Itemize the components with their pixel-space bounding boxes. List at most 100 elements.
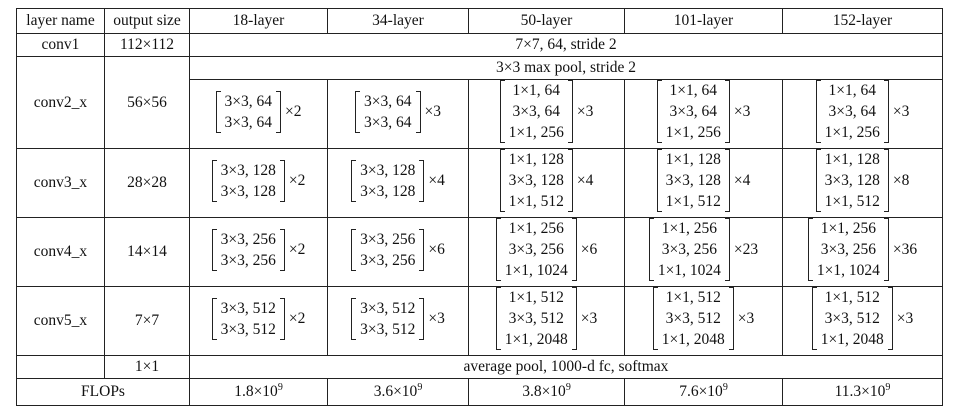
left-bracket xyxy=(807,218,813,281)
bracket-matrix: 1×1, 128 3×3, 128 1×1, 512 xyxy=(499,149,573,212)
left-bracket xyxy=(652,287,658,350)
block-multiplier: ×23 xyxy=(733,240,759,258)
bracket-matrix: 3×3, 128 3×3, 128 xyxy=(211,159,285,202)
block-line: 3×3, 64 xyxy=(669,103,718,120)
block-line: 1×1, 1024 xyxy=(504,262,568,279)
block-cell: 1×1, 256 3×3, 256 1×1, 1024 ×23 xyxy=(624,217,783,287)
bracket-matrix: 1×1, 256 3×3, 256 1×1, 1024 xyxy=(648,218,730,281)
block-cell: 3×3, 64 3×3, 64 ×2 xyxy=(189,79,328,149)
block-line: 1×1, 256 xyxy=(665,124,721,141)
final-desc: average pool, 1000-d fc, softmax xyxy=(189,355,943,379)
block-line: 3×3, 512 xyxy=(360,320,416,338)
flops-exponent: 9 xyxy=(417,381,423,393)
flops-value: 3.6×109 xyxy=(327,378,469,406)
conv1-size: 112×112 xyxy=(104,33,190,57)
block-line: 1×1, 1024 xyxy=(816,262,880,279)
block-line: 3×3, 256 xyxy=(360,230,416,248)
block-line: 3×3, 512 xyxy=(665,310,721,327)
bracket-matrix: 3×3, 256 3×3, 256 xyxy=(351,228,425,271)
bracket-matrix: 1×1, 256 3×3, 256 1×1, 1024 xyxy=(495,218,577,281)
left-bracket xyxy=(815,80,821,143)
right-bracket xyxy=(567,149,573,212)
bracket-matrix: 3×3, 64 3×3, 64 xyxy=(215,90,281,133)
header-output-size: output size xyxy=(104,8,190,34)
right-bracket xyxy=(571,218,577,281)
right-bracket xyxy=(571,287,577,350)
block-group: 1×1, 64 3×3, 64 1×1, 256 ×3 xyxy=(815,80,910,143)
block-line: 3×3, 64 xyxy=(828,103,877,120)
block-line: 1×1, 512 xyxy=(508,193,564,210)
block-group: 3×3, 64 3×3, 64 ×3 xyxy=(355,90,441,133)
block-line: 1×1, 128 xyxy=(508,151,564,168)
header-50-layer: 50-layer xyxy=(468,8,625,34)
block-line: 3×3, 128 xyxy=(220,182,276,200)
block-multiplier: ×3 xyxy=(580,309,598,327)
block-cell: 1×1, 64 3×3, 64 1×1, 256 ×3 xyxy=(468,79,625,149)
flops-exponent: 9 xyxy=(722,381,728,393)
block-cell: 1×1, 128 3×3, 128 1×1, 512 ×4 xyxy=(624,148,783,218)
stage-size: 56×56 xyxy=(104,56,190,149)
right-bracket xyxy=(279,159,285,202)
block-line: 3×3, 512 xyxy=(220,320,276,338)
block-group: 3×3, 128 3×3, 128 ×2 xyxy=(211,159,305,202)
right-bracket xyxy=(276,90,281,133)
block-cell: 3×3, 128 3×3, 128 ×2 xyxy=(189,148,328,218)
block-cell: 3×3, 64 3×3, 64 ×3 xyxy=(327,79,469,149)
block-line: 1×1, 64 xyxy=(669,82,718,99)
flops-value: 3.8×109 xyxy=(468,378,625,406)
block-multiplier: ×3 xyxy=(737,309,755,327)
flops-mantissa: 3.8×10 xyxy=(522,383,566,400)
flops-mantissa: 1.8×10 xyxy=(234,383,278,400)
right-bracket xyxy=(279,228,285,271)
right-bracket xyxy=(724,80,730,143)
block-group: 3×3, 128 3×3, 128 ×4 xyxy=(351,159,445,202)
stage-size: 28×28 xyxy=(104,148,190,218)
header-101-layer: 101-layer xyxy=(624,8,783,34)
block-multiplier: ×3 xyxy=(896,309,914,327)
stage-name: conv3_x xyxy=(16,148,105,218)
header-layer-name: layer name xyxy=(16,8,105,34)
block-group: 1×1, 128 3×3, 128 1×1, 512 ×8 xyxy=(815,149,909,212)
block-lines: 1×1, 512 3×3, 512 1×1, 2048 xyxy=(662,287,725,350)
block-line: 3×3, 128 xyxy=(508,172,564,189)
right-bracket xyxy=(887,287,893,350)
left-bracket xyxy=(656,80,662,143)
block-cell: 1×1, 128 3×3, 128 1×1, 512 ×4 xyxy=(468,148,625,218)
block-line: 3×3, 256 xyxy=(661,241,717,258)
block-multiplier: ×4 xyxy=(428,171,445,189)
bracket-matrix: 1×1, 64 3×3, 64 1×1, 256 xyxy=(499,80,573,143)
flops-mantissa: 11.3×10 xyxy=(834,383,886,400)
block-group: 1×1, 512 3×3, 512 1×1, 2048 ×3 xyxy=(495,287,598,350)
block-line: 3×3, 512 xyxy=(508,310,564,327)
block-line: 3×3, 64 xyxy=(512,103,561,120)
flops-value: 7.6×109 xyxy=(624,378,783,406)
flops-mantissa: 3.6×10 xyxy=(373,383,418,400)
block-line: 3×3, 128 xyxy=(360,182,416,200)
flops-exponent: 9 xyxy=(277,381,283,393)
block-line: 1×1, 2048 xyxy=(504,331,568,348)
block-line: 3×3, 512 xyxy=(360,299,416,317)
header-18-layer: 18-layer xyxy=(189,8,328,34)
block-group: 3×3, 256 3×3, 256 ×2 xyxy=(211,228,305,271)
block-lines: 1×1, 64 3×3, 64 1×1, 256 xyxy=(666,80,721,143)
block-group: 1×1, 128 3×3, 128 1×1, 512 ×4 xyxy=(656,149,750,212)
block-group: 3×3, 512 3×3, 512 ×3 xyxy=(351,297,445,340)
left-bracket xyxy=(811,287,817,350)
left-bracket xyxy=(351,159,357,202)
right-bracket xyxy=(883,80,889,143)
block-line: 1×1, 512 xyxy=(508,289,564,306)
bracket-matrix: 1×1, 64 3×3, 64 1×1, 256 xyxy=(815,80,889,143)
block-line: 3×3, 256 xyxy=(220,230,276,248)
right-bracket xyxy=(279,297,285,340)
stage-row: conv5_x 7×7 3×3, 512 3×3, 512 ×2 3×3, 512 3×… xyxy=(16,286,943,356)
flops-label: FLOPs xyxy=(16,378,190,406)
left-bracket xyxy=(499,80,505,143)
left-bracket xyxy=(495,287,501,350)
stage-row: conv3_x 28×28 3×3, 128 3×3, 128 ×2 3×3, 128… xyxy=(16,148,943,218)
right-bracket xyxy=(419,297,425,340)
block-multiplier: ×3 xyxy=(892,102,910,120)
block-line: 3×3, 128 xyxy=(220,161,276,179)
bracket-matrix: 1×1, 512 3×3, 512 1×1, 2048 xyxy=(495,287,577,350)
left-bracket xyxy=(351,297,357,340)
block-line: 1×1, 512 xyxy=(824,193,880,210)
